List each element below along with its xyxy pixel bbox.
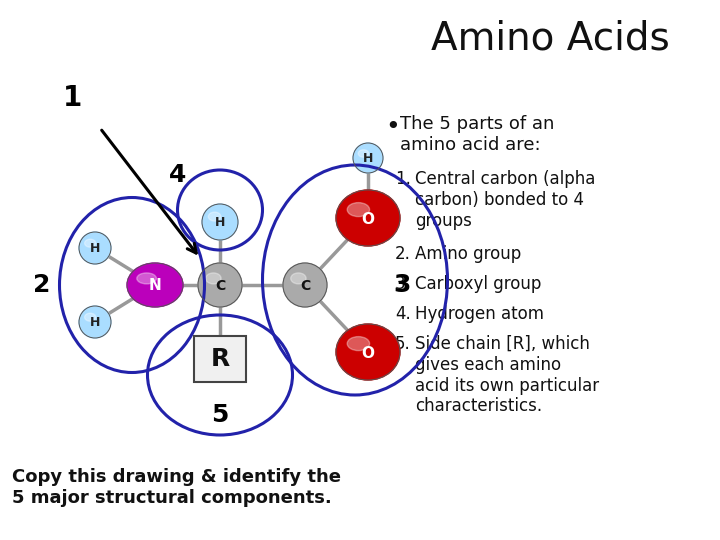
Text: The 5 parts of an
amino acid are:: The 5 parts of an amino acid are: [400, 115, 554, 154]
Ellipse shape [79, 232, 111, 264]
Text: H: H [90, 242, 100, 255]
Ellipse shape [283, 263, 327, 307]
Text: Central carbon (alpha
carbon) bonded to 4
groups: Central carbon (alpha carbon) bonded to … [415, 170, 595, 230]
Ellipse shape [85, 313, 96, 321]
Text: Carboxyl group: Carboxyl group [415, 275, 541, 293]
Ellipse shape [336, 324, 400, 380]
Text: 1: 1 [63, 84, 81, 112]
Ellipse shape [359, 150, 369, 157]
Text: 5: 5 [211, 403, 229, 427]
Ellipse shape [208, 212, 221, 221]
Text: •: • [385, 115, 400, 139]
Text: Amino Acids: Amino Acids [431, 19, 670, 57]
Ellipse shape [198, 263, 242, 307]
FancyBboxPatch shape [194, 336, 246, 382]
Ellipse shape [353, 143, 383, 173]
Text: O: O [361, 346, 374, 361]
Text: R: R [210, 347, 230, 371]
Text: 3.: 3. [395, 275, 411, 293]
Ellipse shape [347, 202, 369, 217]
Ellipse shape [202, 204, 238, 240]
Text: H: H [90, 316, 100, 329]
Text: 2: 2 [33, 273, 50, 297]
Ellipse shape [79, 306, 111, 338]
Ellipse shape [347, 336, 369, 350]
Text: O: O [361, 212, 374, 226]
Text: N: N [148, 279, 161, 294]
Ellipse shape [291, 273, 306, 284]
Text: 3: 3 [393, 273, 410, 297]
Ellipse shape [336, 190, 400, 246]
Ellipse shape [127, 263, 183, 307]
Text: C: C [300, 279, 310, 293]
Text: 1.: 1. [395, 170, 411, 188]
Text: H: H [363, 152, 373, 165]
Text: C: C [215, 279, 225, 293]
Text: Side chain [R], which
gives each amino
acid its own particular
characteristics.: Side chain [R], which gives each amino a… [415, 335, 599, 415]
Text: 4.: 4. [395, 305, 410, 323]
Text: H: H [215, 217, 225, 230]
Text: Amino group: Amino group [415, 245, 521, 263]
Ellipse shape [137, 273, 156, 284]
Ellipse shape [85, 239, 96, 247]
Ellipse shape [206, 273, 221, 284]
Text: Hydrogen atom: Hydrogen atom [415, 305, 544, 323]
Text: Copy this drawing & identify the
5 major structural components.: Copy this drawing & identify the 5 major… [12, 468, 341, 507]
Text: 2.: 2. [395, 245, 411, 263]
Text: 4: 4 [169, 163, 186, 187]
Text: 5.: 5. [395, 335, 410, 353]
